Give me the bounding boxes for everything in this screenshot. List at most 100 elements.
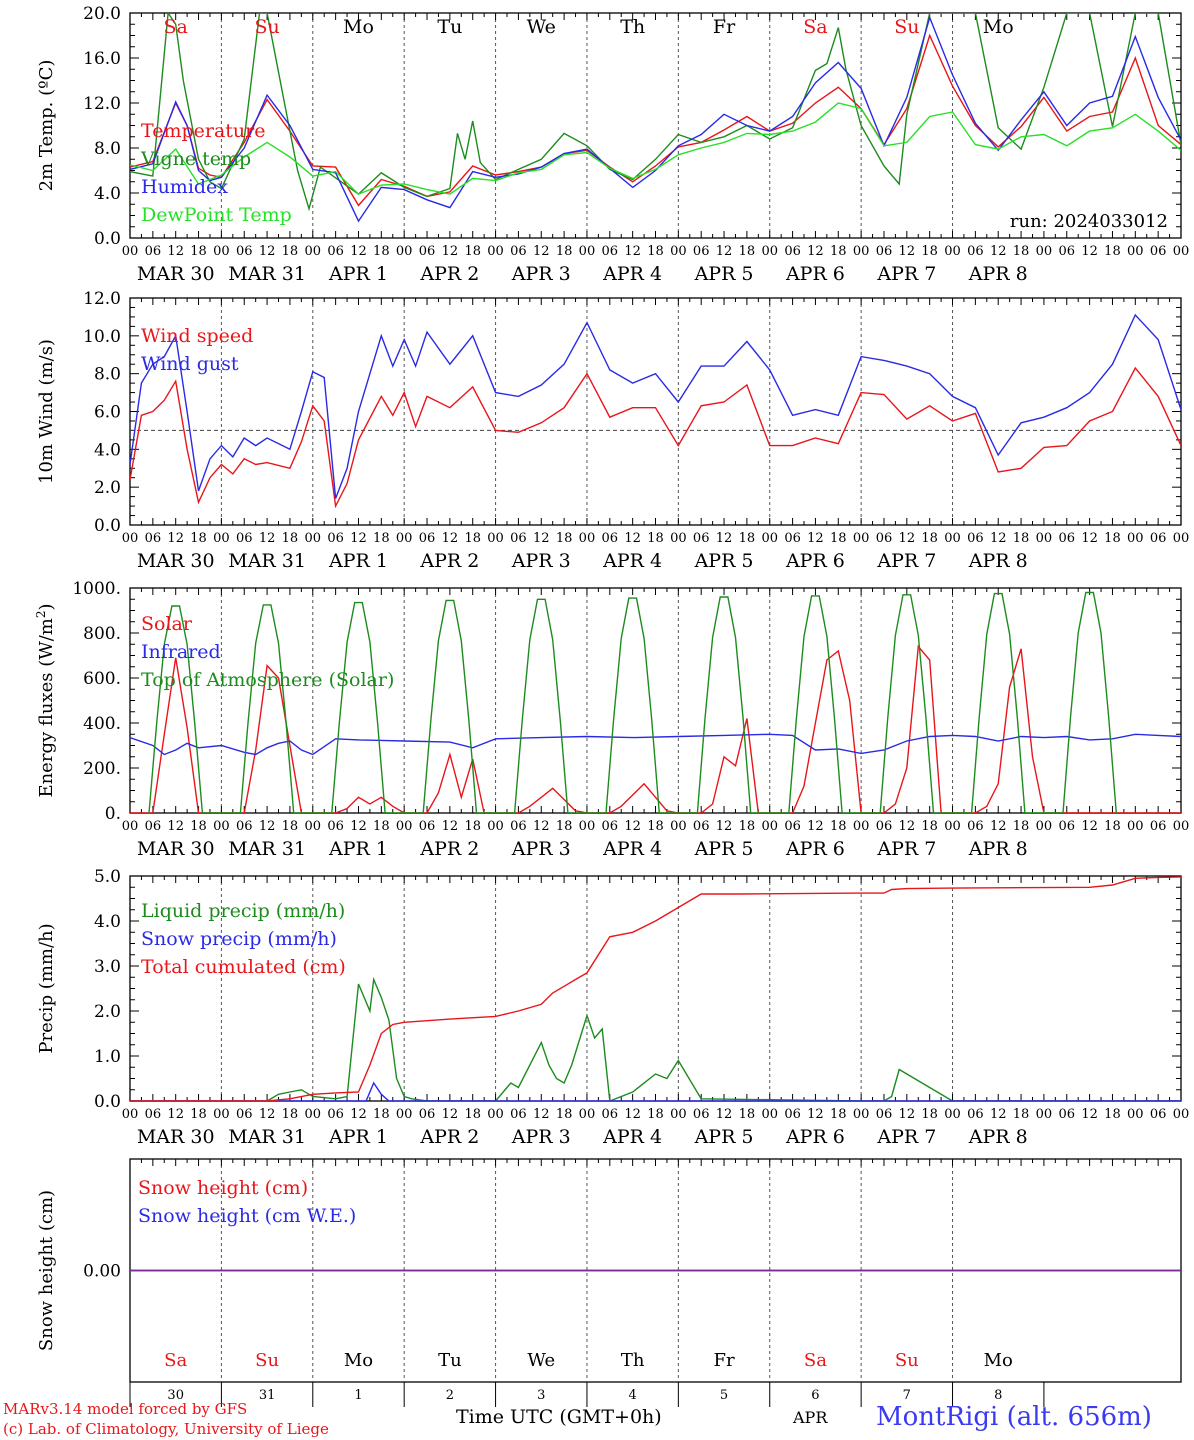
- hour-label: 18: [282, 531, 299, 546]
- weekday-label: Su: [894, 16, 919, 38]
- date-label: APR 4: [602, 1126, 662, 1148]
- date-label: MAR 31: [228, 263, 306, 285]
- hour-label: 00: [944, 531, 961, 546]
- hour-label: 12: [350, 244, 367, 259]
- weekday-label: Mo: [343, 16, 374, 38]
- hour-label: 12: [624, 1107, 641, 1122]
- hour-label: 18: [739, 531, 756, 546]
- legend-entry: Snow precip (mm/h): [141, 928, 337, 950]
- y-tick-label: 10.0: [83, 327, 121, 347]
- date-label: APR 2: [419, 263, 479, 285]
- weekday-label: Su: [255, 1350, 279, 1371]
- hour-label: 12: [533, 531, 550, 546]
- hour-label: 00: [396, 1107, 413, 1122]
- hour-label: 00: [1173, 1107, 1190, 1122]
- y-tick-label: 0.0: [94, 516, 121, 536]
- hour-label: 06: [693, 819, 710, 834]
- hour-label: 00: [1036, 244, 1053, 259]
- plot-frame: [129, 587, 1182, 814]
- hour-label: 00: [213, 531, 230, 546]
- hour-label: 00: [1173, 819, 1190, 834]
- date-label: MAR 30: [137, 838, 215, 860]
- date-label: APR 1: [328, 263, 388, 285]
- day-number-label: 31: [259, 1388, 276, 1403]
- y-tick-label: 600.: [83, 669, 121, 689]
- y-axis-label: 10m Wind (m/s): [36, 339, 57, 484]
- hour-label: 06: [145, 244, 162, 259]
- date-label: MAR 31: [228, 550, 306, 572]
- hour-label: 06: [693, 1107, 710, 1122]
- hour-label: 18: [190, 1107, 207, 1122]
- date-label: APR 5: [694, 550, 754, 572]
- hour-label: 18: [830, 531, 847, 546]
- hour-label: 06: [327, 1107, 344, 1122]
- hour-label: 00: [396, 244, 413, 259]
- y-tick-label: 0.: [105, 804, 121, 824]
- date-label: MAR 31: [228, 838, 306, 860]
- y-tick-label: 20.0: [83, 4, 121, 24]
- hour-label: 00: [487, 819, 504, 834]
- date-label: APR 7: [876, 263, 936, 285]
- hour-label: 18: [282, 819, 299, 834]
- hour-label: 06: [784, 244, 801, 259]
- day-number-label: 30: [167, 1388, 184, 1403]
- date-label: APR 6: [785, 838, 845, 860]
- series-line-vigne-temp: [130, 13, 1181, 212]
- hour-label: 12: [259, 244, 276, 259]
- hour-label: 00: [213, 244, 230, 259]
- hour-label: 00: [305, 531, 322, 546]
- weekday-label: Mo: [344, 1350, 373, 1371]
- y-tick-label: 3.0: [94, 957, 121, 977]
- hour-label: 06: [784, 819, 801, 834]
- hour-label: 12: [716, 1107, 733, 1122]
- hour-label: 12: [1081, 531, 1098, 546]
- date-label: MAR 30: [137, 550, 215, 572]
- hour-label: 00: [579, 1107, 596, 1122]
- month-label: APR: [793, 1408, 828, 1427]
- hour-label: 00: [761, 1107, 778, 1122]
- weekday-label: Sa: [804, 1350, 827, 1371]
- hour-label: 06: [602, 819, 619, 834]
- hour-label: 18: [739, 244, 756, 259]
- hour-label: 12: [167, 244, 184, 259]
- legend-entry: Snow height (cm W.E.): [138, 1205, 356, 1227]
- plot-frame: [129, 297, 1182, 526]
- hour-label: 18: [1013, 819, 1030, 834]
- hour-label: 06: [236, 244, 253, 259]
- hour-label: 06: [327, 244, 344, 259]
- hour-label: 06: [419, 244, 436, 259]
- hour-label: 06: [1150, 244, 1167, 259]
- hour-label: 18: [464, 1107, 481, 1122]
- hour-label: 12: [350, 1107, 367, 1122]
- hour-label: 12: [442, 244, 459, 259]
- weekday-label: Mo: [984, 1350, 1013, 1371]
- date-label: APR 6: [785, 1126, 845, 1148]
- y-tick-label: 8.0: [94, 365, 121, 385]
- station-label: MontRigi (alt. 656m): [876, 1402, 1152, 1432]
- hour-label: 12: [442, 531, 459, 546]
- hour-label: 06: [967, 531, 984, 546]
- legend-entry: Humidex: [141, 176, 228, 198]
- y-tick-label: 4.0: [94, 184, 121, 204]
- hour-label: 18: [556, 819, 573, 834]
- hour-label: 18: [1104, 531, 1121, 546]
- hour-label: 00: [213, 819, 230, 834]
- hour-label: 00: [122, 244, 139, 259]
- legend-entry: Top of Atmosphere (Solar): [141, 669, 394, 691]
- hour-label: 12: [259, 1107, 276, 1122]
- hour-label: 06: [693, 531, 710, 546]
- y-tick-label: 16.0: [83, 49, 121, 69]
- legend-entry: Temperature: [141, 120, 265, 142]
- weekday-label: Fr: [713, 16, 736, 38]
- y-tick-label: 5.0: [94, 867, 121, 887]
- hour-label: 18: [464, 244, 481, 259]
- hour-label: 18: [556, 1107, 573, 1122]
- hour-label: 12: [716, 531, 733, 546]
- hour-label: 18: [464, 531, 481, 546]
- hour-label: 06: [602, 531, 619, 546]
- weekday-label: Su: [895, 1350, 919, 1371]
- hour-label: 00: [487, 1107, 504, 1122]
- hour-label: 06: [1150, 1107, 1167, 1122]
- legend-entry: Wind speed: [141, 325, 253, 347]
- date-label: APR 3: [511, 838, 571, 860]
